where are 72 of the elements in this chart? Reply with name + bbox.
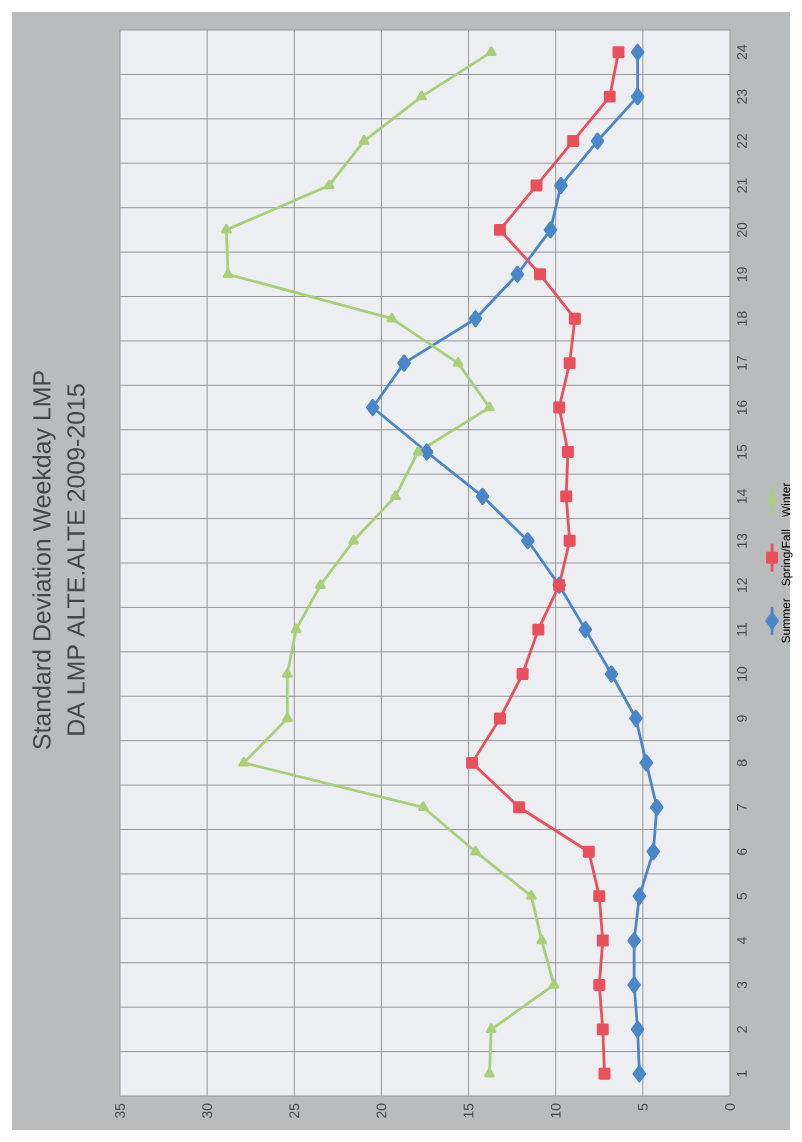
point	[412, 445, 424, 456]
point	[510, 265, 525, 283]
point	[567, 135, 580, 148]
point	[516, 668, 529, 681]
point	[596, 934, 609, 947]
point	[417, 801, 429, 811]
point	[416, 90, 427, 101]
point	[548, 978, 560, 989]
point	[281, 712, 293, 723]
point	[568, 312, 581, 325]
point	[578, 621, 593, 639]
point	[513, 801, 526, 814]
point	[536, 934, 548, 945]
point	[532, 623, 545, 636]
point	[554, 176, 568, 195]
point	[419, 443, 434, 461]
point	[475, 487, 490, 505]
point	[561, 445, 574, 458]
point	[627, 931, 641, 950]
point	[468, 310, 483, 328]
point	[593, 978, 606, 991]
text: DA LMP ALTE.ALTE 2009-2015	[67, 384, 85, 735]
point	[386, 312, 398, 323]
point	[639, 754, 654, 772]
point	[238, 756, 250, 767]
point	[390, 490, 401, 501]
point	[220, 223, 232, 234]
point	[598, 1067, 611, 1080]
point	[563, 357, 576, 370]
point	[627, 976, 641, 994]
point	[323, 179, 335, 190]
point	[484, 401, 495, 412]
point	[466, 756, 479, 769]
point	[630, 43, 645, 61]
text: Standard Deviation Weekday LMP	[32, 371, 56, 749]
point	[582, 845, 595, 858]
point	[530, 179, 543, 192]
point	[650, 798, 664, 816]
point	[632, 887, 647, 905]
point	[493, 223, 506, 236]
point	[630, 88, 645, 106]
point	[612, 46, 625, 59]
point	[358, 135, 370, 145]
point	[590, 132, 605, 150]
point	[553, 401, 566, 414]
point	[543, 221, 558, 239]
point	[646, 843, 661, 861]
point	[484, 1067, 495, 1078]
point	[397, 354, 411, 372]
point	[521, 532, 535, 550]
point	[222, 268, 234, 278]
point	[281, 668, 293, 678]
point	[563, 534, 576, 547]
point	[593, 890, 606, 903]
point	[596, 1023, 609, 1036]
point	[534, 268, 547, 281]
point	[560, 490, 573, 503]
point	[365, 398, 380, 417]
point	[629, 709, 643, 728]
point	[452, 357, 464, 367]
point	[603, 90, 616, 103]
point	[470, 845, 481, 856]
point	[290, 623, 302, 634]
point	[604, 665, 619, 683]
point	[493, 712, 506, 725]
point	[632, 1065, 647, 1083]
point	[525, 890, 537, 900]
point	[630, 1020, 645, 1038]
point	[485, 1023, 497, 1034]
point	[485, 46, 497, 56]
point	[348, 534, 359, 545]
point	[315, 579, 326, 589]
